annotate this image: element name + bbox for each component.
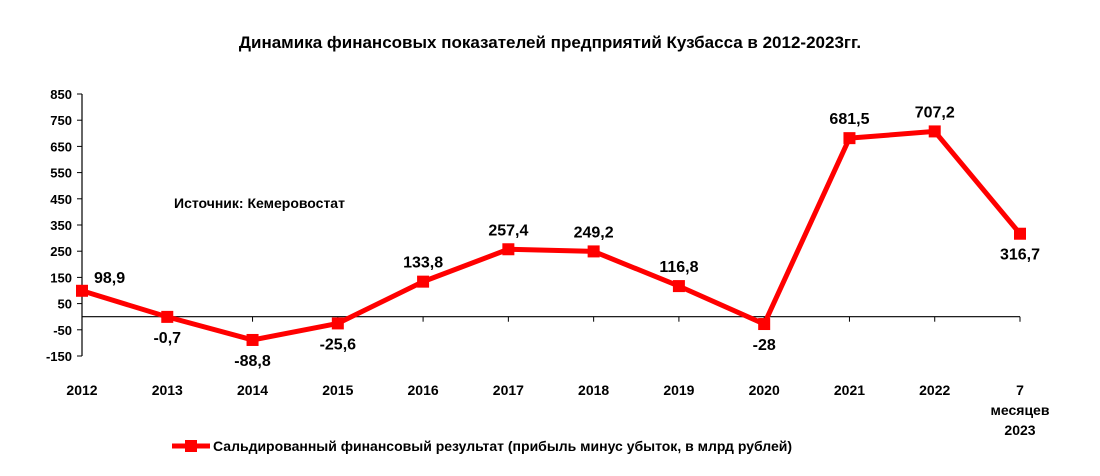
data-label: 316,7 bbox=[1000, 247, 1040, 264]
chart-title: Динамика финансовых показателей предприя… bbox=[239, 33, 861, 52]
x-tick-label: 2014 bbox=[237, 382, 268, 398]
y-tick-label: 250 bbox=[50, 244, 72, 259]
data-point bbox=[758, 318, 771, 331]
x-tick-label: 2013 bbox=[152, 382, 183, 398]
data-point bbox=[161, 310, 174, 323]
y-tick-label: 650 bbox=[50, 139, 72, 154]
x-tick-label: 2012 bbox=[66, 382, 97, 398]
data-point bbox=[928, 125, 941, 138]
x-tick-label: 2019 bbox=[663, 382, 694, 398]
y-tick-label: 750 bbox=[50, 113, 72, 128]
x-tick-label: 2016 bbox=[408, 382, 439, 398]
data-label: 707,2 bbox=[915, 104, 955, 121]
data-label: 98,9 bbox=[94, 270, 125, 287]
x-tick-label: 2017 bbox=[493, 382, 524, 398]
legend-label: Сальдированный финансовый результат (при… bbox=[213, 438, 792, 454]
x-tick-label: 2020 bbox=[749, 382, 780, 398]
data-point bbox=[331, 317, 344, 330]
data-point bbox=[1014, 227, 1026, 240]
data-label: -88,8 bbox=[234, 353, 271, 370]
y-tick-label: 350 bbox=[50, 218, 72, 233]
x-tick-label: 2021 bbox=[834, 382, 865, 398]
y-axis: 850 750 650 550 450 350 250 150 50 -50 -150 bbox=[46, 87, 83, 364]
source-note: Источник: Кемеровостат bbox=[174, 195, 345, 211]
data-point bbox=[502, 243, 515, 256]
data-label: 133,8 bbox=[403, 255, 443, 272]
y-tick-label: -150 bbox=[46, 349, 72, 364]
y-tick-label: 50 bbox=[58, 297, 72, 312]
y-tick-label: 850 bbox=[50, 87, 72, 102]
legend-marker bbox=[185, 440, 197, 452]
data-label: -25,6 bbox=[320, 336, 357, 353]
x-tick-label: 7 месяцев 2023 bbox=[991, 382, 1050, 438]
x-tick-label: 2022 bbox=[919, 382, 950, 398]
y-tick-label: 150 bbox=[50, 270, 72, 285]
y-tick-label: 550 bbox=[50, 166, 72, 181]
y-tick-label: 450 bbox=[50, 192, 72, 207]
data-point bbox=[843, 132, 856, 145]
data-point bbox=[587, 245, 600, 258]
data-label: -0,7 bbox=[153, 330, 181, 347]
y-tick-label: -50 bbox=[53, 323, 72, 338]
data-label: 249,2 bbox=[574, 224, 614, 241]
series-line bbox=[81, 128, 1022, 343]
data-point bbox=[246, 333, 259, 346]
legend: Сальдированный финансовый результат (при… bbox=[172, 438, 792, 454]
data-label: 257,4 bbox=[488, 222, 528, 239]
data-label: 681,5 bbox=[829, 111, 869, 128]
data-point bbox=[417, 275, 430, 288]
data-label: 116,8 bbox=[659, 259, 698, 276]
x-tick-label: 2018 bbox=[578, 382, 609, 398]
x-axis: 2012 2013 2014 2015 2016 2017 2018 2019 2020 2021… bbox=[66, 316, 1050, 438]
x-tick-label: 2015 bbox=[322, 382, 353, 398]
data-point bbox=[672, 280, 685, 293]
data-point bbox=[76, 284, 88, 297]
series: 98,9 -0,7 -88,8 -25,6 133,8 257,4 249,2 116,8 -2… bbox=[76, 104, 1040, 370]
data-label: -28 bbox=[753, 337, 776, 354]
